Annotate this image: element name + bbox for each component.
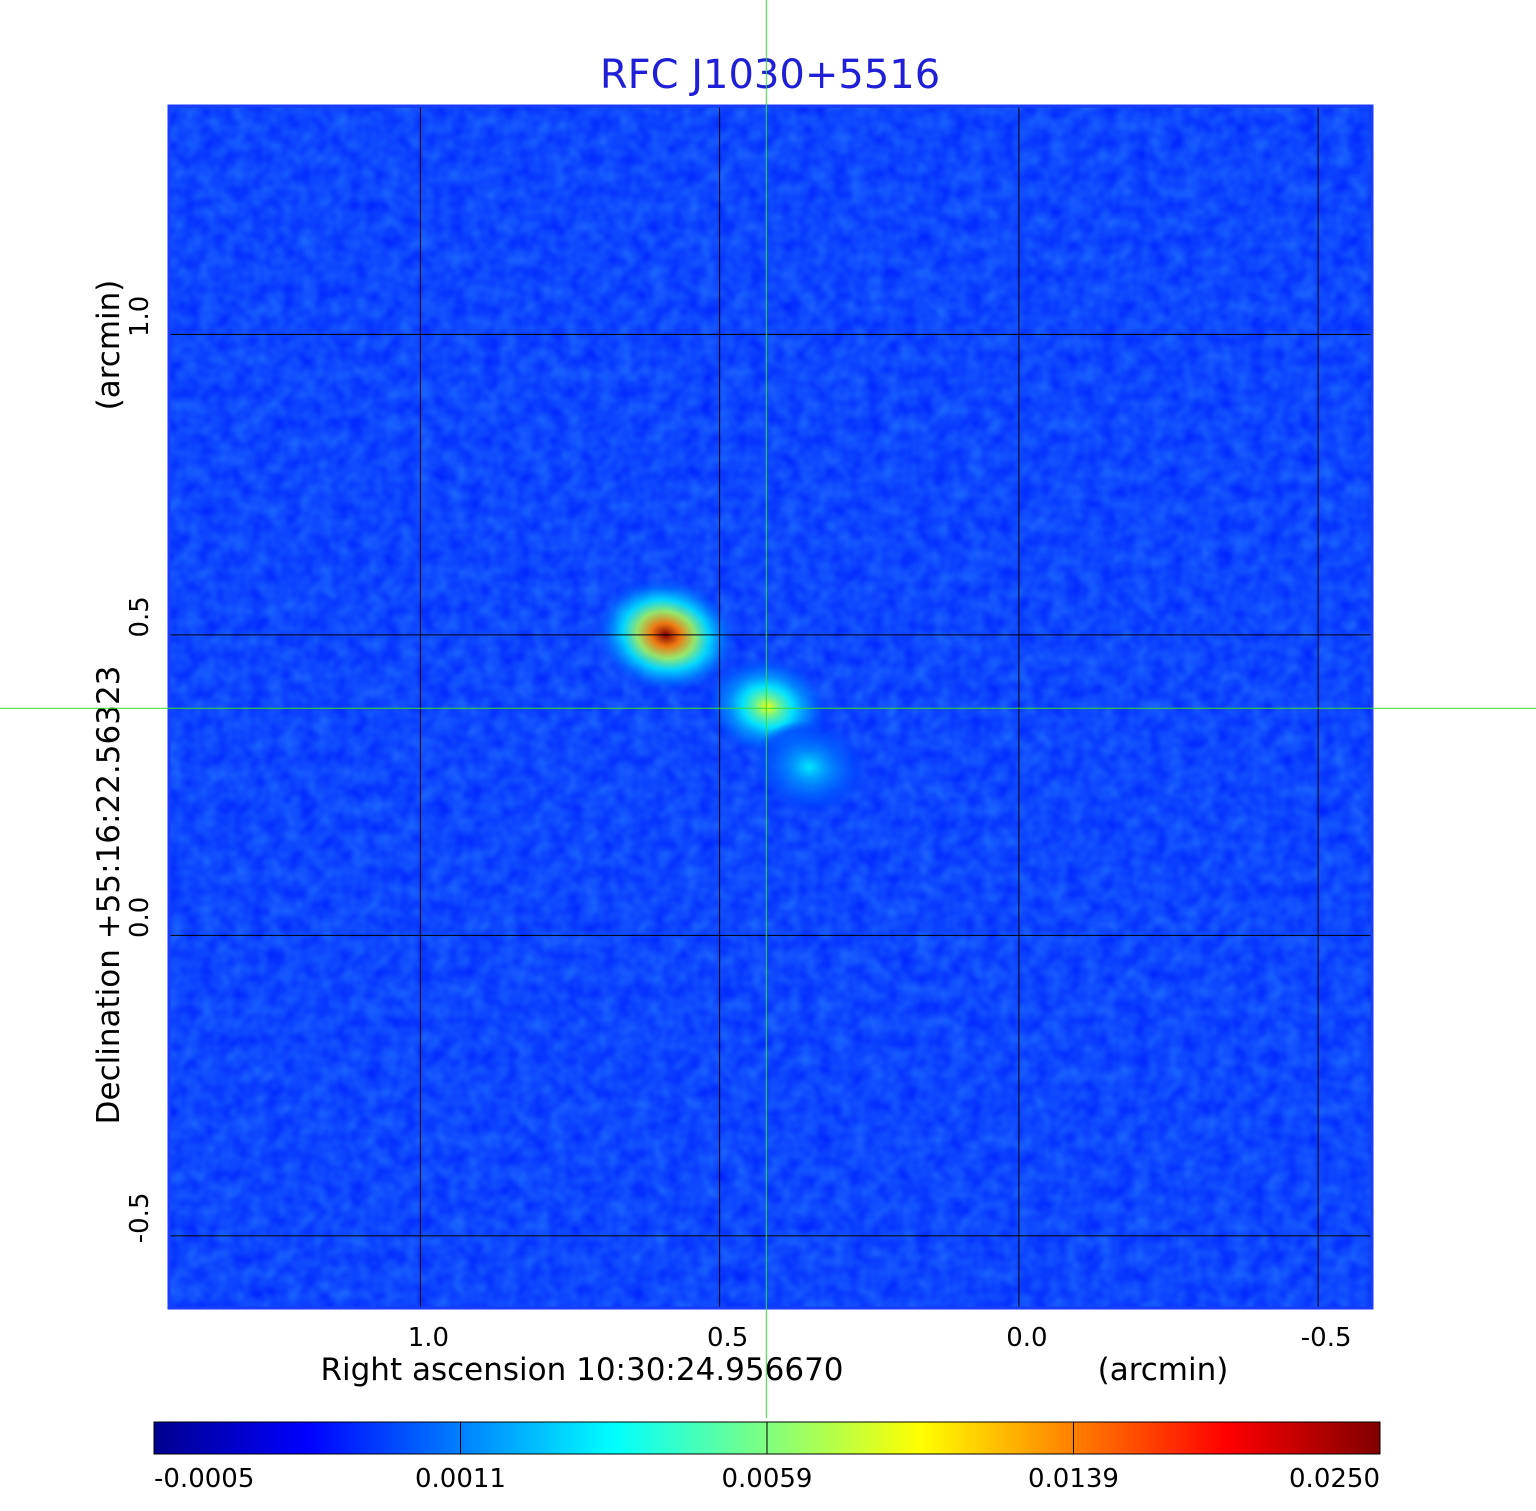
chart-title: RFC J1030+5516 <box>600 52 940 98</box>
x-axis-label: Right ascension 10:30:24.956670 <box>320 1352 843 1388</box>
x-tick-label: 1.0 <box>408 1323 449 1353</box>
colorbar-tick-label: 0.0011 <box>415 1464 506 1494</box>
y-tick-label: 1.0 <box>125 296 155 337</box>
colorbar-tick-label: 0.0250 <box>1289 1464 1380 1494</box>
y-axis-unit: (arcmin) <box>91 280 127 411</box>
colorbar-tick-label: -0.0005 <box>154 1464 254 1494</box>
plot-frame <box>167 104 1374 1310</box>
x-tick-label: -0.5 <box>1301 1323 1352 1353</box>
x-tick-label: 0.0 <box>1006 1323 1047 1353</box>
source-component <box>751 720 867 815</box>
y-axis-label: Declination +55:16:22.56323 <box>91 666 127 1125</box>
y-tick-label: 0.5 <box>125 596 155 637</box>
colorbar-tick-label: 0.0059 <box>722 1464 813 1494</box>
plot-area <box>169 106 1372 1308</box>
colorbar-tick-label: 0.0139 <box>1028 1464 1119 1494</box>
x-axis-unit: (arcmin) <box>1098 1352 1229 1388</box>
y-tick-label: 0.0 <box>125 897 155 938</box>
x-tick-label: 0.5 <box>707 1323 748 1353</box>
y-tick-label: -0.5 <box>125 1193 155 1244</box>
